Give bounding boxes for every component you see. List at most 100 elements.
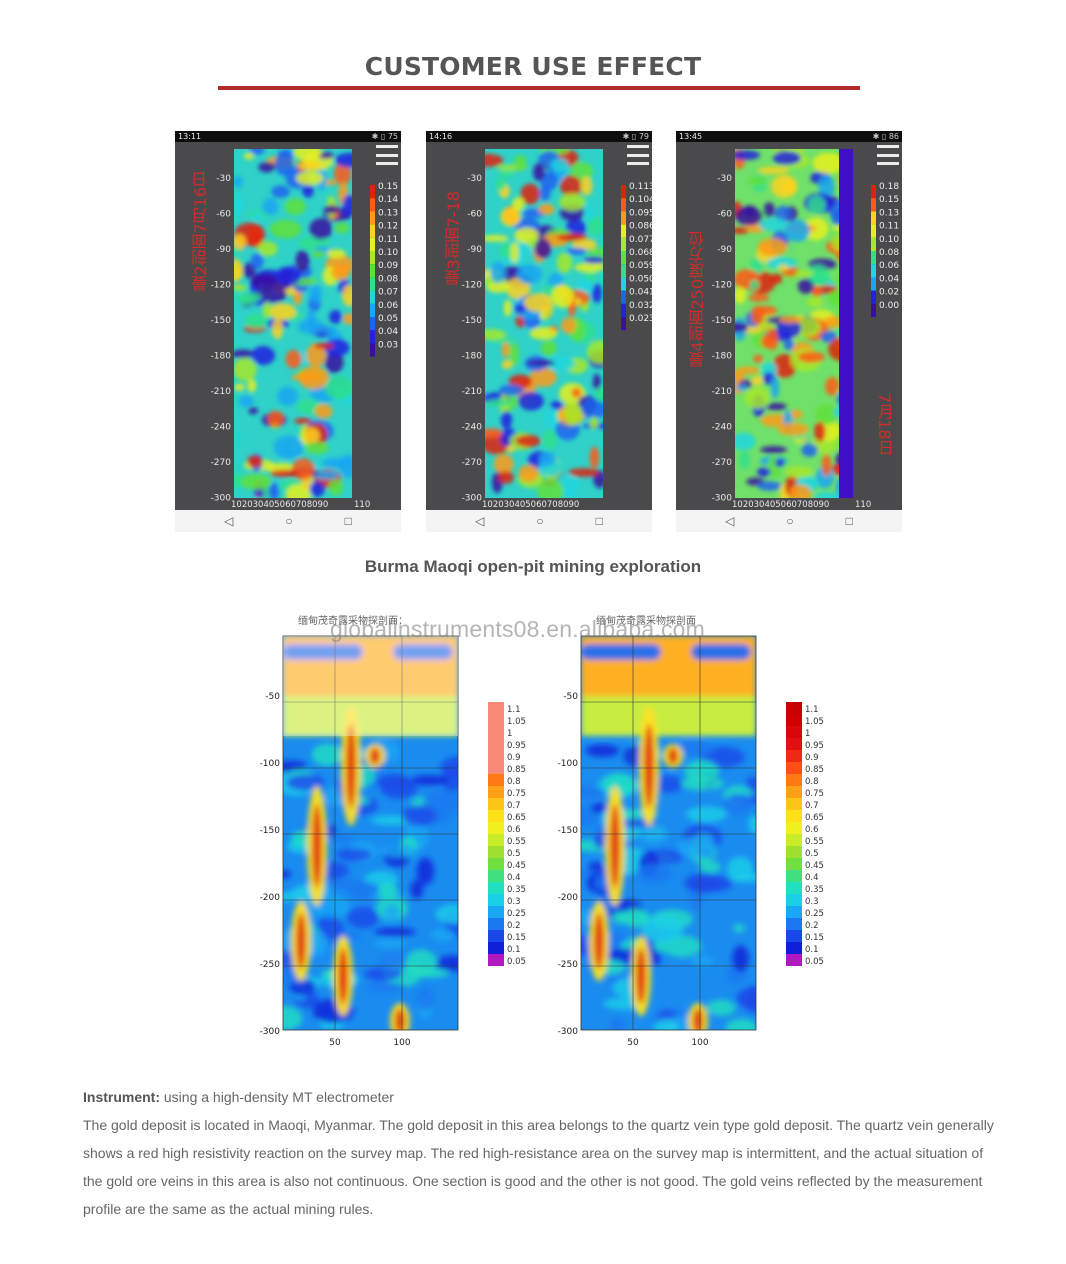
contour-blob	[262, 197, 279, 216]
contour-blob	[325, 834, 353, 843]
contour-blob	[306, 343, 327, 367]
contour-blob	[497, 171, 515, 178]
instrument-label: Instrument:	[83, 1089, 160, 1105]
legend-swatch	[621, 237, 626, 251]
recents-icon[interactable]: □	[845, 514, 853, 528]
home-icon[interactable]: ○	[536, 514, 544, 528]
legend-swatch	[488, 762, 504, 774]
contour-blob	[293, 149, 322, 162]
x-tick-label-end: 110	[354, 500, 370, 510]
menu-icon[interactable]	[627, 145, 649, 165]
contour-blob	[636, 948, 646, 1004]
contour-blob	[283, 1006, 303, 1030]
legend-swatch	[786, 750, 802, 762]
contour-blob	[583, 256, 603, 264]
contour-blob	[777, 422, 809, 436]
legend-swatch	[370, 237, 375, 251]
y-tick-label: -270	[211, 458, 232, 468]
contour-blob	[323, 338, 350, 357]
contour-blob	[501, 359, 513, 370]
legend-label: 0.050	[629, 274, 652, 284]
recents-icon[interactable]: □	[344, 514, 352, 528]
contour-blob	[680, 776, 724, 791]
contour-blob	[268, 303, 297, 321]
battery-level: 79	[638, 132, 649, 141]
legend-label: 0.06	[378, 301, 398, 311]
legend-swatch	[370, 277, 375, 291]
legend-swatch	[786, 894, 802, 906]
menu-icon[interactable]	[376, 145, 398, 165]
android-nav-bar: ◁ ○ □	[426, 510, 652, 532]
legend-label: 0.8	[507, 777, 521, 787]
contour-blob	[514, 155, 527, 171]
legend-label: 0.023	[629, 314, 652, 324]
contour-blob	[580, 176, 593, 196]
contour-blob	[252, 212, 264, 221]
legend-swatch	[488, 774, 504, 786]
legend-swatch	[871, 198, 876, 212]
legend-swatch	[370, 264, 375, 278]
contour-blob	[594, 387, 603, 403]
legend-label: 0.15	[378, 182, 398, 192]
contour-blob	[277, 386, 299, 406]
contour-blob	[581, 397, 603, 420]
contour-blob	[622, 908, 650, 928]
contour-blob	[766, 256, 798, 270]
y-tick-label: -90	[717, 245, 732, 255]
contour-blob	[283, 892, 297, 902]
contour-blob	[311, 250, 326, 258]
legend-swatch	[786, 942, 802, 954]
contour-blob	[735, 150, 761, 161]
map-frame	[580, 635, 757, 1031]
contour-blob	[751, 305, 765, 325]
contour-blob	[668, 747, 678, 765]
contour-blob	[234, 176, 243, 188]
menu-icon[interactable]	[877, 145, 899, 165]
legend-label: 1	[507, 729, 512, 739]
contour-blob	[540, 171, 559, 191]
back-icon[interactable]: ◁	[725, 514, 735, 528]
contour-blob	[518, 464, 539, 483]
legend-label: 0.1	[805, 945, 819, 955]
contour-blob	[788, 409, 803, 419]
y-tick-label: -100	[260, 759, 281, 769]
back-icon[interactable]: ◁	[224, 514, 234, 528]
legend-label: 0.4	[507, 873, 521, 883]
contour-blob	[589, 446, 600, 469]
contour-blob	[783, 338, 795, 351]
status-bar: 14:16 ✱ ▯ 79	[426, 131, 652, 142]
contour-blob	[544, 408, 558, 430]
back-icon[interactable]: ◁	[475, 514, 485, 528]
contour-blob	[725, 1018, 756, 1030]
home-icon[interactable]: ○	[786, 514, 794, 528]
legend-swatch	[621, 211, 626, 225]
y-tick-label: -30	[216, 174, 231, 184]
legend-label: 0.65	[507, 813, 526, 823]
contour-blob	[234, 195, 244, 215]
legend-swatch	[786, 918, 802, 930]
legend-label: 0.85	[805, 765, 824, 775]
legend-swatch	[621, 224, 626, 238]
contour-blob	[323, 205, 339, 214]
contour-blob	[267, 410, 285, 428]
contour-blob	[547, 356, 575, 371]
y-tick-label: -180	[462, 352, 483, 362]
contour-blob	[684, 760, 719, 783]
contour-blob	[304, 427, 320, 445]
description: Instrument: using a high-density MT elec…	[83, 1083, 1003, 1223]
contour-blob	[550, 158, 569, 172]
contour-blob	[571, 387, 582, 399]
contour-blob	[262, 301, 272, 318]
contour-blob	[373, 938, 408, 949]
home-icon[interactable]: ○	[285, 514, 293, 528]
contour-blob	[393, 644, 453, 660]
legend-swatch	[871, 277, 876, 291]
legend-swatch	[786, 858, 802, 870]
contour-blob	[540, 340, 557, 356]
contour-blob	[234, 357, 257, 382]
contour-blob	[751, 375, 764, 386]
contour-blob	[683, 873, 722, 893]
section-heading: CUSTOMER USE EFFECT	[364, 52, 702, 81]
contour-blob	[586, 340, 603, 364]
recents-icon[interactable]: □	[595, 514, 603, 528]
